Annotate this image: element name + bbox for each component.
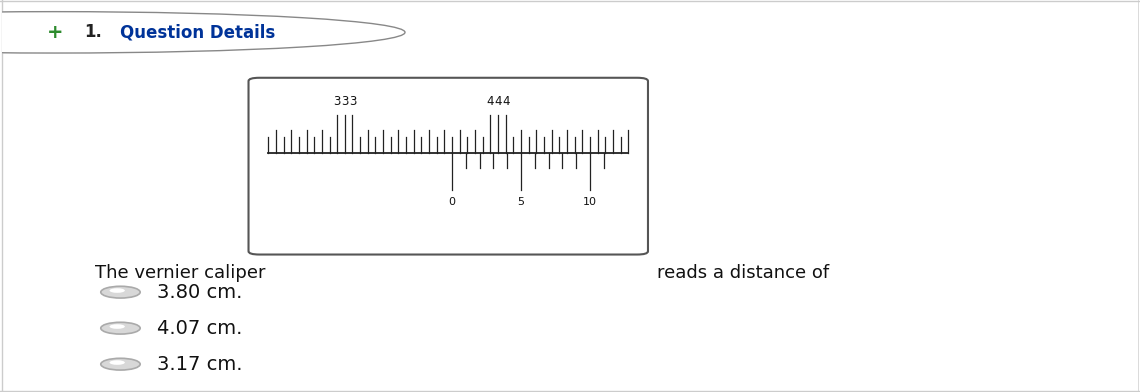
Text: 4: 4 bbox=[502, 95, 510, 108]
Text: 3: 3 bbox=[349, 95, 356, 108]
Text: 0: 0 bbox=[448, 197, 456, 207]
Text: 3: 3 bbox=[341, 95, 349, 108]
Circle shape bbox=[109, 288, 125, 293]
Text: 1.: 1. bbox=[84, 24, 103, 41]
Text: 10: 10 bbox=[583, 197, 597, 207]
Circle shape bbox=[100, 286, 140, 298]
Text: The vernier caliper: The vernier caliper bbox=[96, 263, 266, 281]
Text: 4: 4 bbox=[487, 95, 494, 108]
Circle shape bbox=[109, 324, 125, 329]
Text: 3: 3 bbox=[334, 95, 341, 108]
Circle shape bbox=[0, 12, 405, 53]
Text: 3.17 cm.: 3.17 cm. bbox=[156, 355, 242, 374]
Circle shape bbox=[100, 322, 140, 334]
FancyBboxPatch shape bbox=[249, 78, 648, 254]
Circle shape bbox=[0, 13, 383, 52]
Text: 3.80 cm.: 3.80 cm. bbox=[156, 283, 242, 302]
Circle shape bbox=[100, 358, 140, 370]
Text: +: + bbox=[47, 23, 63, 42]
Text: 4: 4 bbox=[495, 95, 502, 108]
Text: 4.07 cm.: 4.07 cm. bbox=[156, 319, 242, 338]
Circle shape bbox=[109, 360, 125, 365]
Text: 3.71 cm.: 3.71 cm. bbox=[156, 391, 242, 392]
Text: 5: 5 bbox=[518, 197, 524, 207]
Text: Question Details: Question Details bbox=[121, 24, 276, 41]
Text: reads a distance of: reads a distance of bbox=[657, 263, 829, 281]
